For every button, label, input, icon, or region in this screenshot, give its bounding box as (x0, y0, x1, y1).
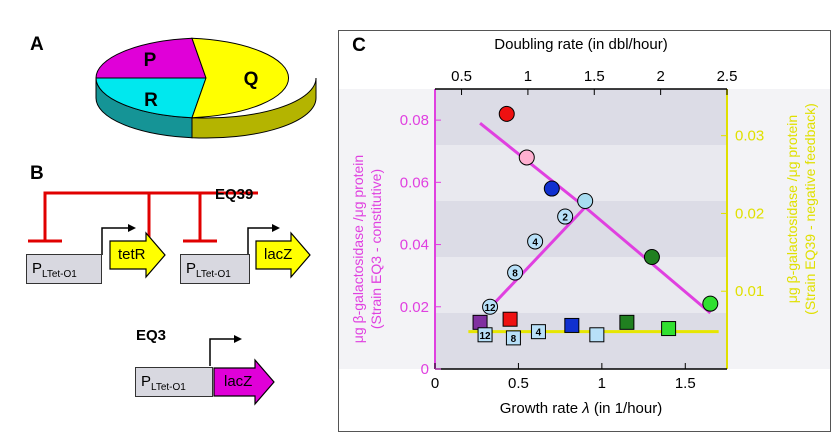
top-axis-label: Doubling rate (in dbl/hour) (494, 36, 667, 53)
top-tick-label: 1.5 (584, 68, 605, 85)
repression-lines (28, 191, 258, 243)
pie-label-p: P (144, 50, 157, 71)
gene-arrow-lacz-eq39 (255, 231, 311, 279)
gene-label-lacz-eq3: lacZ (224, 373, 253, 390)
gene-label-tetr: tetR (118, 246, 146, 263)
numbered-square-label: 8 (511, 334, 517, 345)
panel-label-c: C (352, 35, 366, 56)
circle-marker (643, 249, 660, 265)
numbered-circle-label: 12 (485, 303, 497, 314)
circle-marker (543, 180, 560, 197)
numbered-square-label: 4 (536, 328, 542, 339)
gene-arrow-tetr (109, 231, 166, 279)
promoter-box-1: PLTet-O1 (26, 254, 102, 284)
x-tick-label: 0.5 (508, 375, 529, 392)
grid-band (435, 201, 727, 257)
right-axis-label-line2: (Strain EQ39 - negative feedback) (802, 103, 818, 315)
pie-slice-q-side (191, 77, 317, 139)
left-axis-label-line1: μg β-galactosidase /μg protein (350, 155, 366, 343)
top-tick-label: 0.5 (451, 68, 472, 85)
top-tick-label: 2 (656, 68, 664, 85)
grid-band (435, 89, 727, 145)
trend-line (483, 206, 587, 315)
left-tick-label: 0.04 (400, 237, 429, 254)
panel-label-b: B (30, 163, 44, 184)
pie-slice-r (95, 77, 207, 119)
left-tick-label: 0.08 (400, 112, 429, 129)
pie-label-r: R (144, 90, 158, 111)
gene-arrow-lacz-eq3 (213, 358, 275, 406)
square-marker (564, 317, 580, 333)
pie-chart-3d: P Q R (95, 37, 317, 139)
numbered-square-marker (505, 330, 521, 346)
x-axis-label: Growth rate λ (in 1/hour) (500, 400, 662, 417)
top-tick-label: 2.5 (717, 68, 738, 85)
numbered-square-marker (477, 327, 493, 343)
pie-slice-q (191, 37, 289, 119)
circle-marker (498, 105, 515, 122)
numbered-circle-label: 8 (512, 269, 518, 280)
transcription-arrows (101, 227, 272, 366)
numbered-circle-marker (527, 233, 544, 250)
left-tick-label: 0.02 (400, 299, 429, 316)
gene-label-lacz-eq39: lacZ (264, 246, 293, 263)
right-tick-label: 0.01 (735, 283, 764, 300)
promoter-box-3: PLTet-O1 (135, 367, 213, 397)
strain-label-eq3: EQ3 (136, 327, 167, 344)
square-marker (661, 321, 677, 337)
pie-label-q: Q (244, 69, 259, 90)
top-tick-label: 1 (524, 68, 532, 85)
left-axis-label-line2: (Strain EQ3 - constitutive) (368, 169, 384, 329)
square-marker (619, 314, 635, 330)
left-tick-label: 0 (421, 361, 429, 378)
circle-marker (702, 295, 719, 312)
numbered-circle-label: 4 (532, 237, 538, 248)
numbered-square-label: 12 (479, 331, 491, 342)
promoter-box-2: PLTet-O1 (180, 254, 250, 284)
circle-marker (577, 193, 594, 209)
x-tick-label: 0 (431, 375, 439, 392)
numbered-circle-marker (507, 264, 524, 281)
panel-label-a: A (30, 34, 44, 55)
square-marker (472, 314, 488, 330)
x-tick-label: 1.5 (675, 375, 696, 392)
right-axis-label-line1: μg β-galactosidase /μg protein (784, 115, 800, 303)
square-marker (502, 311, 518, 327)
circuit-diagram (28, 191, 311, 406)
panel-c: 0 0.5 1 1.5 0.5 1 1.5 2 2.5 0 0.02 0.04 0.06 0.08 0.01… (338, 30, 831, 432)
numbered-circle-label: 2 (562, 213, 568, 224)
pie-slice-p (95, 37, 207, 79)
right-band (727, 89, 830, 369)
numbered-square-marker (530, 324, 546, 340)
left-tick-label: 0.06 (400, 174, 429, 191)
x-tick-label: 1 (598, 375, 606, 392)
right-tick-label: 0.02 (735, 205, 764, 222)
numbered-circle-marker (482, 298, 499, 315)
strain-label-eq39: EQ39 (215, 186, 254, 203)
numbered-circle-marker (557, 208, 574, 225)
right-tick-label: 0.03 (735, 128, 764, 145)
square-marker (589, 327, 605, 343)
left-band (339, 89, 435, 369)
growth-rate-chart: 0 0.5 1 1.5 0.5 1 1.5 2 2.5 0 0.02 0.04 0.06 0.08 0.01… (339, 35, 830, 417)
circle-marker (518, 149, 535, 166)
